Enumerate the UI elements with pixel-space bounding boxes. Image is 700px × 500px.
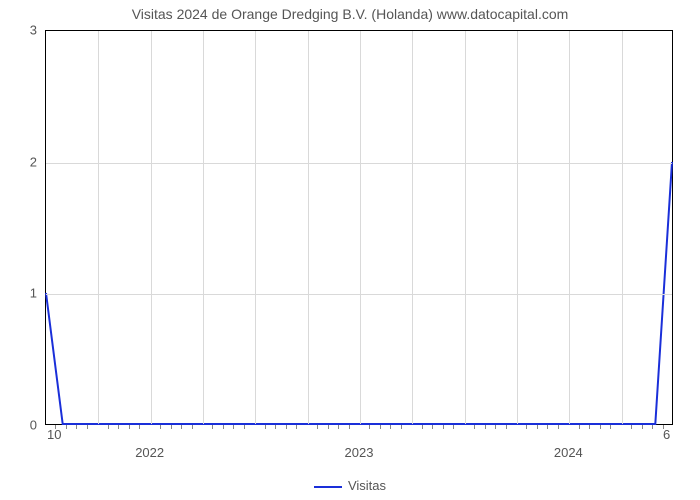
grid-line-horizontal: [46, 294, 672, 295]
x-minor-tick: [55, 425, 56, 429]
x-minor-tick: [537, 425, 538, 429]
x-minor-tick: [558, 425, 559, 429]
y-tick-label: 3: [0, 23, 37, 38]
x-minor-tick: [265, 425, 266, 429]
x-minor-tick: [171, 425, 172, 429]
x-minor-tick: [349, 425, 350, 429]
x-right-corner-label: 6: [663, 427, 670, 442]
x-minor-tick: [401, 425, 402, 429]
x-minor-tick: [192, 425, 193, 429]
series-line: [46, 162, 672, 424]
legend: Visitas: [0, 478, 700, 493]
x-minor-tick: [286, 425, 287, 429]
x-minor-tick: [233, 425, 234, 429]
x-minor-tick: [76, 425, 77, 429]
x-minor-tick: [547, 425, 548, 429]
x-minor-tick: [328, 425, 329, 429]
x-minor-tick: [181, 425, 182, 429]
line-series-svg: [46, 31, 672, 424]
x-minor-tick: [160, 425, 161, 429]
x-minor-tick: [642, 425, 643, 429]
legend-swatch: [314, 486, 342, 488]
y-tick-label: 0: [0, 418, 37, 433]
x-minor-tick: [390, 425, 391, 429]
x-minor-tick: [296, 425, 297, 429]
grid-line-vertical: [517, 31, 518, 424]
grid-line-vertical: [465, 31, 466, 424]
x-minor-tick: [506, 425, 507, 429]
grid-line-vertical: [622, 31, 623, 424]
grid-line-vertical: [255, 31, 256, 424]
x-minor-tick: [631, 425, 632, 429]
x-minor-tick: [663, 425, 664, 429]
x-minor-tick: [139, 425, 140, 429]
x-minor-tick: [600, 425, 601, 429]
grid-line-vertical: [412, 31, 413, 424]
x-minor-tick: [495, 425, 496, 429]
x-minor-tick: [66, 425, 67, 429]
x-minor-tick: [610, 425, 611, 429]
x-minor-tick: [369, 425, 370, 429]
x-minor-tick: [244, 425, 245, 429]
x-minor-tick: [485, 425, 486, 429]
x-minor-tick: [108, 425, 109, 429]
x-tick-label: 2023: [345, 445, 374, 460]
grid-line-vertical: [569, 31, 570, 424]
chart-title: Visitas 2024 de Orange Dredging B.V. (Ho…: [0, 6, 700, 22]
y-tick-label: 1: [0, 286, 37, 301]
y-tick-label: 2: [0, 154, 37, 169]
x-left-corner-label: 10: [47, 427, 61, 442]
x-minor-tick: [275, 425, 276, 429]
grid-line-vertical: [360, 31, 361, 424]
grid-line-vertical: [98, 31, 99, 424]
x-minor-tick: [212, 425, 213, 429]
x-minor-tick: [118, 425, 119, 429]
x-minor-tick: [129, 425, 130, 429]
grid-line-horizontal: [46, 163, 672, 164]
x-minor-tick: [453, 425, 454, 429]
x-minor-tick: [338, 425, 339, 429]
x-minor-tick: [380, 425, 381, 429]
x-minor-tick: [87, 425, 88, 429]
grid-line-vertical: [151, 31, 152, 424]
grid-line-vertical: [308, 31, 309, 424]
plot-area: [45, 30, 673, 425]
x-tick-label: 2022: [135, 445, 164, 460]
x-tick-label: 2024: [554, 445, 583, 460]
x-minor-tick: [422, 425, 423, 429]
x-minor-tick: [317, 425, 318, 429]
x-minor-tick: [589, 425, 590, 429]
legend-label: Visitas: [348, 478, 386, 493]
grid-line-vertical: [203, 31, 204, 424]
x-minor-tick: [652, 425, 653, 429]
x-minor-tick: [443, 425, 444, 429]
x-minor-tick: [474, 425, 475, 429]
x-minor-tick: [579, 425, 580, 429]
x-minor-tick: [223, 425, 224, 429]
x-minor-tick: [526, 425, 527, 429]
x-minor-tick: [432, 425, 433, 429]
